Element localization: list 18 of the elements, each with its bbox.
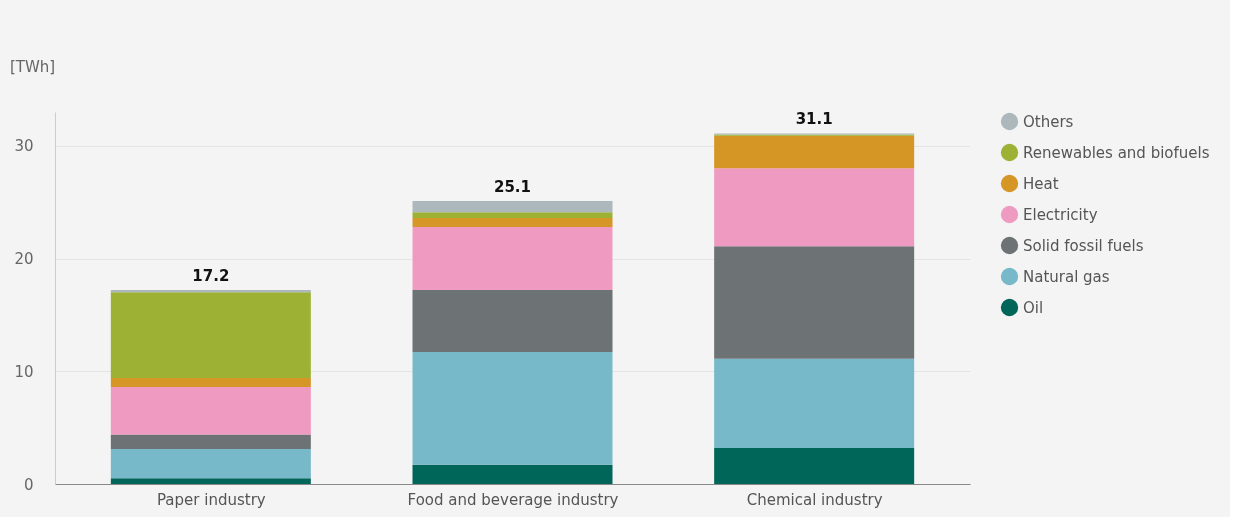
total-label: 17.2 — [192, 267, 230, 286]
y-tick-label: 30 — [14, 137, 34, 156]
total-label: 31.1 — [795, 110, 833, 129]
legend-label: Oil — [1023, 298, 1044, 317]
y-axis-title: [TWh] — [10, 58, 56, 76]
x-tick-label: Paper industry — [156, 490, 266, 509]
x-tick-label: Chemical industry — [746, 490, 883, 509]
legend-label: Others — [1023, 112, 1074, 131]
total-label: 25.1 — [493, 178, 532, 197]
legend-label: Heat — [1023, 174, 1059, 193]
legend-label: Renewables and biofuels — [1023, 143, 1210, 162]
legend-label: Natural gas — [1023, 267, 1110, 286]
legend-label: Electricity — [1023, 205, 1098, 224]
x-tick-label: Food and beverage industry — [407, 490, 619, 509]
y-tick-label: 20 — [14, 250, 34, 269]
y-tick-label: 10 — [14, 362, 34, 381]
legend-label: Solid fossil fuels — [1023, 236, 1144, 255]
y-tick-label: 0 — [23, 475, 34, 494]
